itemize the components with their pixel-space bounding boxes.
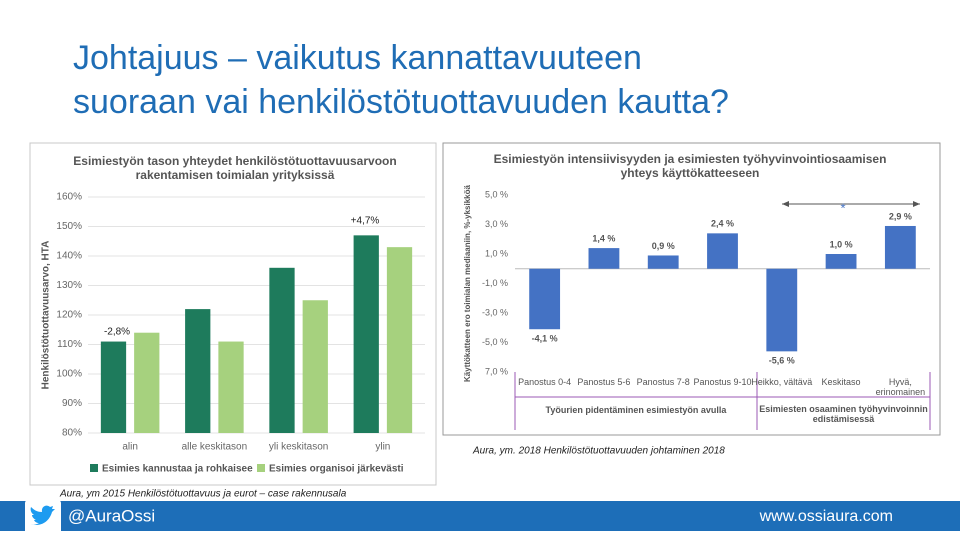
- value-label: 2,9 %: [889, 211, 912, 221]
- y-tick-label: -1,0 %: [482, 278, 508, 288]
- y-tick-label: -3,0 %: [482, 307, 508, 317]
- footer-handle[interactable]: @AuraOssi: [68, 506, 155, 525]
- legend-label: Esimies kannustaa ja rohkaisee: [102, 464, 253, 475]
- y-axis-label: Henkilöstötuottavuusarvo, HTA: [41, 241, 52, 390]
- y-tick-label: 5,0 %: [485, 189, 508, 199]
- value-label: 1,4 %: [592, 233, 615, 243]
- bar: [529, 268, 561, 330]
- y-axis-label: Käyttökatteen ero toimialan mediaaniin, …: [463, 184, 472, 382]
- y-tick-label: 3,0 %: [485, 219, 508, 229]
- slide-title: Johtajuus – vaikutus kannattavuuteen: [73, 39, 642, 77]
- bar: [766, 268, 798, 352]
- y-tick-label: 110%: [57, 339, 82, 350]
- y-tick-label: 160%: [56, 192, 82, 203]
- bar: [884, 225, 916, 269]
- chart-title: Esimiestyön intensiivisyyden ja esimiest…: [493, 152, 887, 180]
- bar: [386, 247, 413, 433]
- x-tick-label: Panostus 9-10: [693, 377, 752, 387]
- slide-title: suoraan vai henkilöstötuottavuuden kautt…: [73, 83, 729, 121]
- x-tick-label: Panostus 0-4: [518, 377, 572, 387]
- x-tick-label: alle keskitason: [182, 442, 248, 453]
- y-tick-label: 120%: [56, 310, 82, 321]
- y-tick-label: 130%: [56, 280, 82, 291]
- bar: [588, 248, 620, 269]
- x-tick-label: alin: [122, 442, 138, 453]
- y-tick-label: 7,0 %: [485, 366, 508, 376]
- bar: [302, 300, 328, 433]
- footer-website[interactable]: www.ossiaura.com: [759, 508, 893, 525]
- y-tick-label: 100%: [56, 369, 82, 380]
- chart-title: Esimiestyön tason yhteydet henkilöstötuo…: [73, 154, 397, 182]
- chart-frame: [29, 142, 437, 486]
- y-tick-label: 140%: [56, 251, 82, 262]
- legend-swatch: [90, 464, 98, 472]
- bar: [647, 255, 679, 269]
- value-label: 1,0 %: [830, 239, 853, 249]
- x-tick-label: Heikko, vältävä: [751, 377, 813, 387]
- twitter-bird: [30, 505, 55, 525]
- chart-source: Aura, ym. 2018 Henkilöstötuottavuuden jo…: [472, 446, 725, 457]
- x-tick-label: Hyvä, erinomainen: [875, 377, 926, 398]
- x-tick-label: Panostus 5-6: [577, 377, 631, 387]
- annotation: +4,7%: [351, 216, 380, 227]
- y-tick-label: 90%: [62, 398, 82, 409]
- y-tick-label: -5,0 %: [482, 337, 508, 347]
- y-tick-label: 80%: [62, 428, 82, 439]
- y-tick-label: 1,0 %: [485, 248, 508, 258]
- chart-frame: [442, 142, 941, 436]
- value-label: 0,9 %: [652, 241, 675, 251]
- value-label: 2,4 %: [711, 219, 734, 229]
- bar: [185, 309, 211, 433]
- legend-swatch: [257, 464, 265, 472]
- bar: [100, 341, 127, 433]
- bar: [825, 254, 857, 269]
- x-tick-label: Keskitaso: [821, 377, 861, 387]
- x-tick-label: yli keskitason: [269, 442, 328, 453]
- bar: [134, 332, 160, 433]
- bar: [353, 235, 379, 433]
- x-tick-label: Panostus 7-8: [636, 377, 690, 387]
- bar: [269, 267, 295, 433]
- y-tick-label: 150%: [56, 221, 82, 232]
- x-tick-label: ylin: [375, 442, 390, 453]
- chart-source: Aura, ym 2015 Henkilöstötuottavuus ja eu…: [59, 489, 347, 500]
- bar: [707, 233, 738, 269]
- group-label: Työurien pidentäminen esimiestyön avulla: [545, 405, 727, 415]
- value-label: -4,1 %: [532, 334, 558, 344]
- annotation: -2,8%: [104, 327, 130, 338]
- footer-bar: [0, 501, 960, 531]
- bar: [218, 341, 244, 433]
- value-label: -5,6 %: [769, 356, 795, 366]
- legend-label: Esimies organisoi järkevästi: [269, 464, 404, 475]
- annotation: *: [840, 200, 845, 215]
- group-label: Esimiesten osaaminen työhyvinvoinnin edi…: [759, 404, 928, 425]
